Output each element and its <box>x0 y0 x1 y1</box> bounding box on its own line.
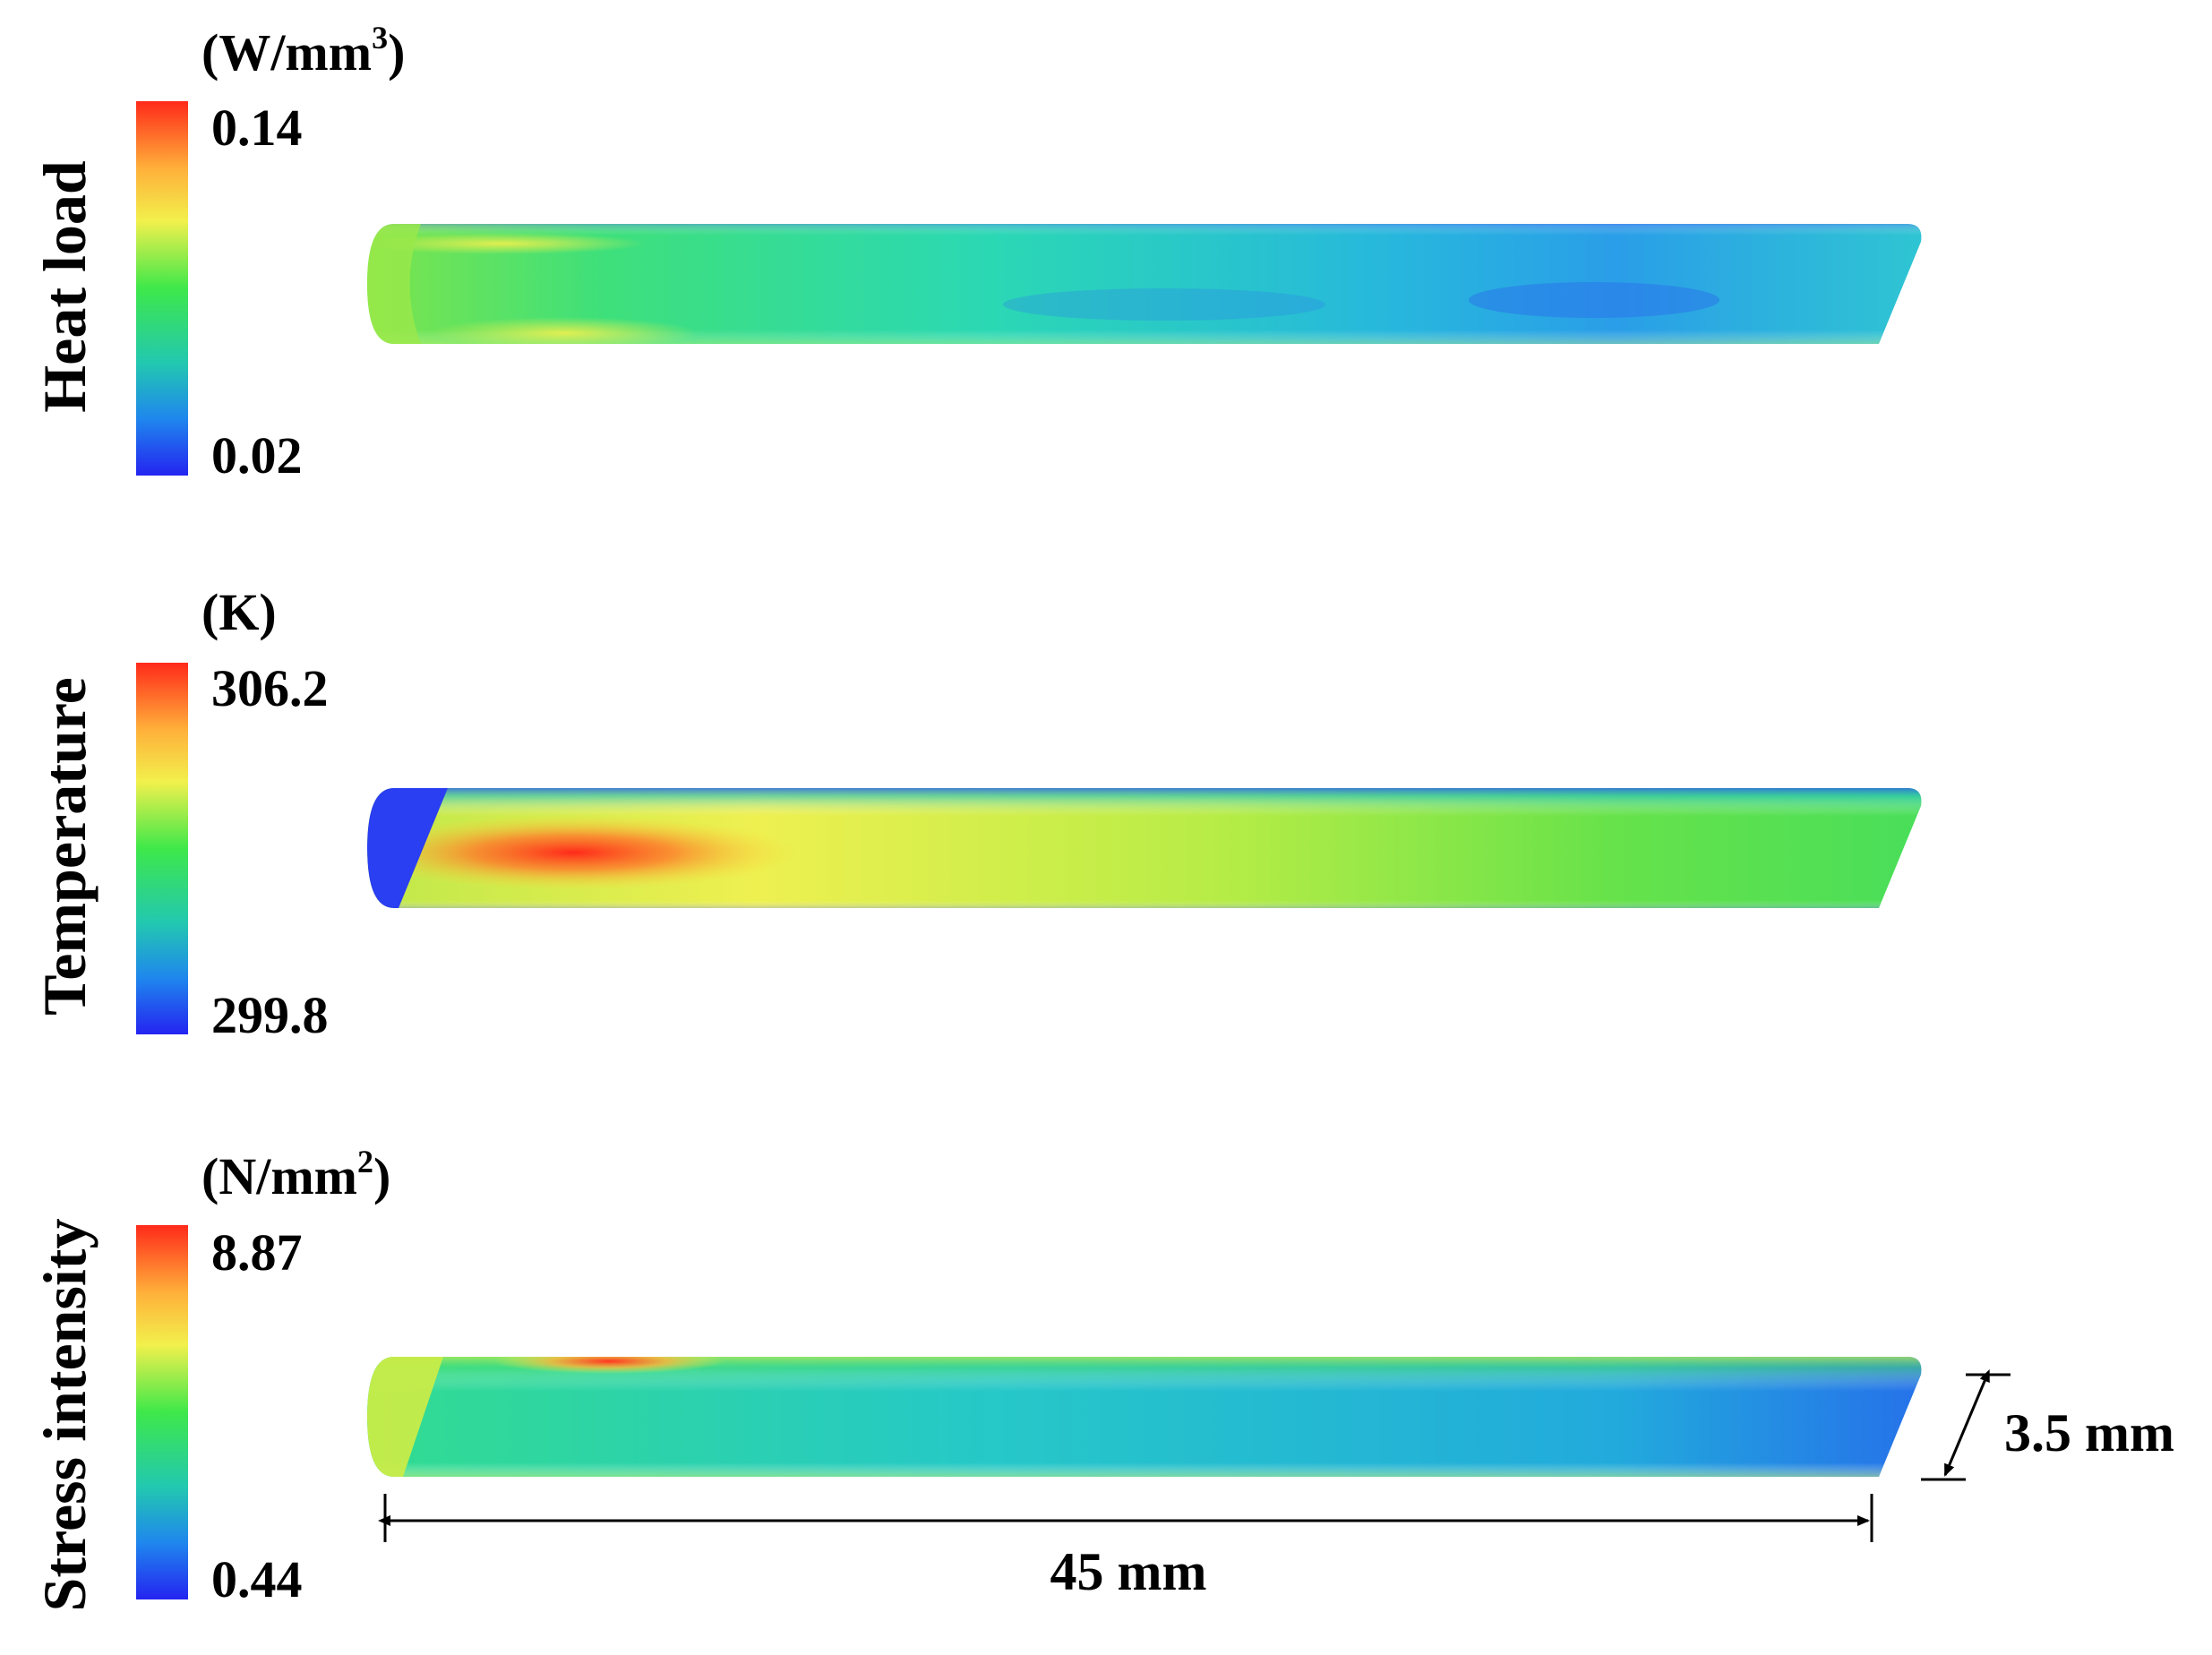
unit-label-temperature: (K) <box>201 583 277 641</box>
colorbar-max-stress-intensity: 8.87 <box>211 1223 303 1282</box>
length-label: 45 mm <box>1050 1542 1207 1601</box>
panel-label-stress-intensity: Stress intensity <box>30 1219 99 1612</box>
length-dimension: 45 mm <box>378 1494 1873 1601</box>
panel-temperature: Temperature (K) 306.2 299.8 <box>30 583 1922 1044</box>
colorbar-heat-load <box>136 101 188 476</box>
unit-label-stress-intensity: (N/mm2) <box>201 1144 390 1205</box>
diameter-dimension: 3.5 mm <box>1921 1368 2174 1481</box>
colorbar-min-stress-intensity: 0.44 <box>211 1550 303 1608</box>
colorbar-min-temperature: 299.8 <box>211 986 329 1044</box>
rod-temperature <box>367 788 1922 908</box>
colorbar-max-heat-load: 0.14 <box>211 99 303 157</box>
colorbar-stress-intensity <box>136 1225 188 1599</box>
panel-stress-intensity: Stress intensity (N/mm2) 8.87 0.44 45 mm… <box>30 1144 2174 1611</box>
panel-label-temperature: Temperature <box>30 677 99 1016</box>
colorbar-temperature <box>136 663 188 1034</box>
colorbar-max-temperature: 306.2 <box>211 659 329 717</box>
panel-heat-load: Heat load (W/mm3) 0.14 0.02 <box>30 20 1922 484</box>
panel-label-heat-load: Heat load <box>30 160 99 413</box>
colorbar-min-heat-load: 0.02 <box>211 426 303 484</box>
diameter-label: 3.5 mm <box>2004 1403 2174 1462</box>
rod-heat-load <box>367 224 1922 344</box>
unit-label-heat-load: (W/mm3) <box>201 20 405 81</box>
rod-stress-intensity <box>367 1357 1922 1477</box>
